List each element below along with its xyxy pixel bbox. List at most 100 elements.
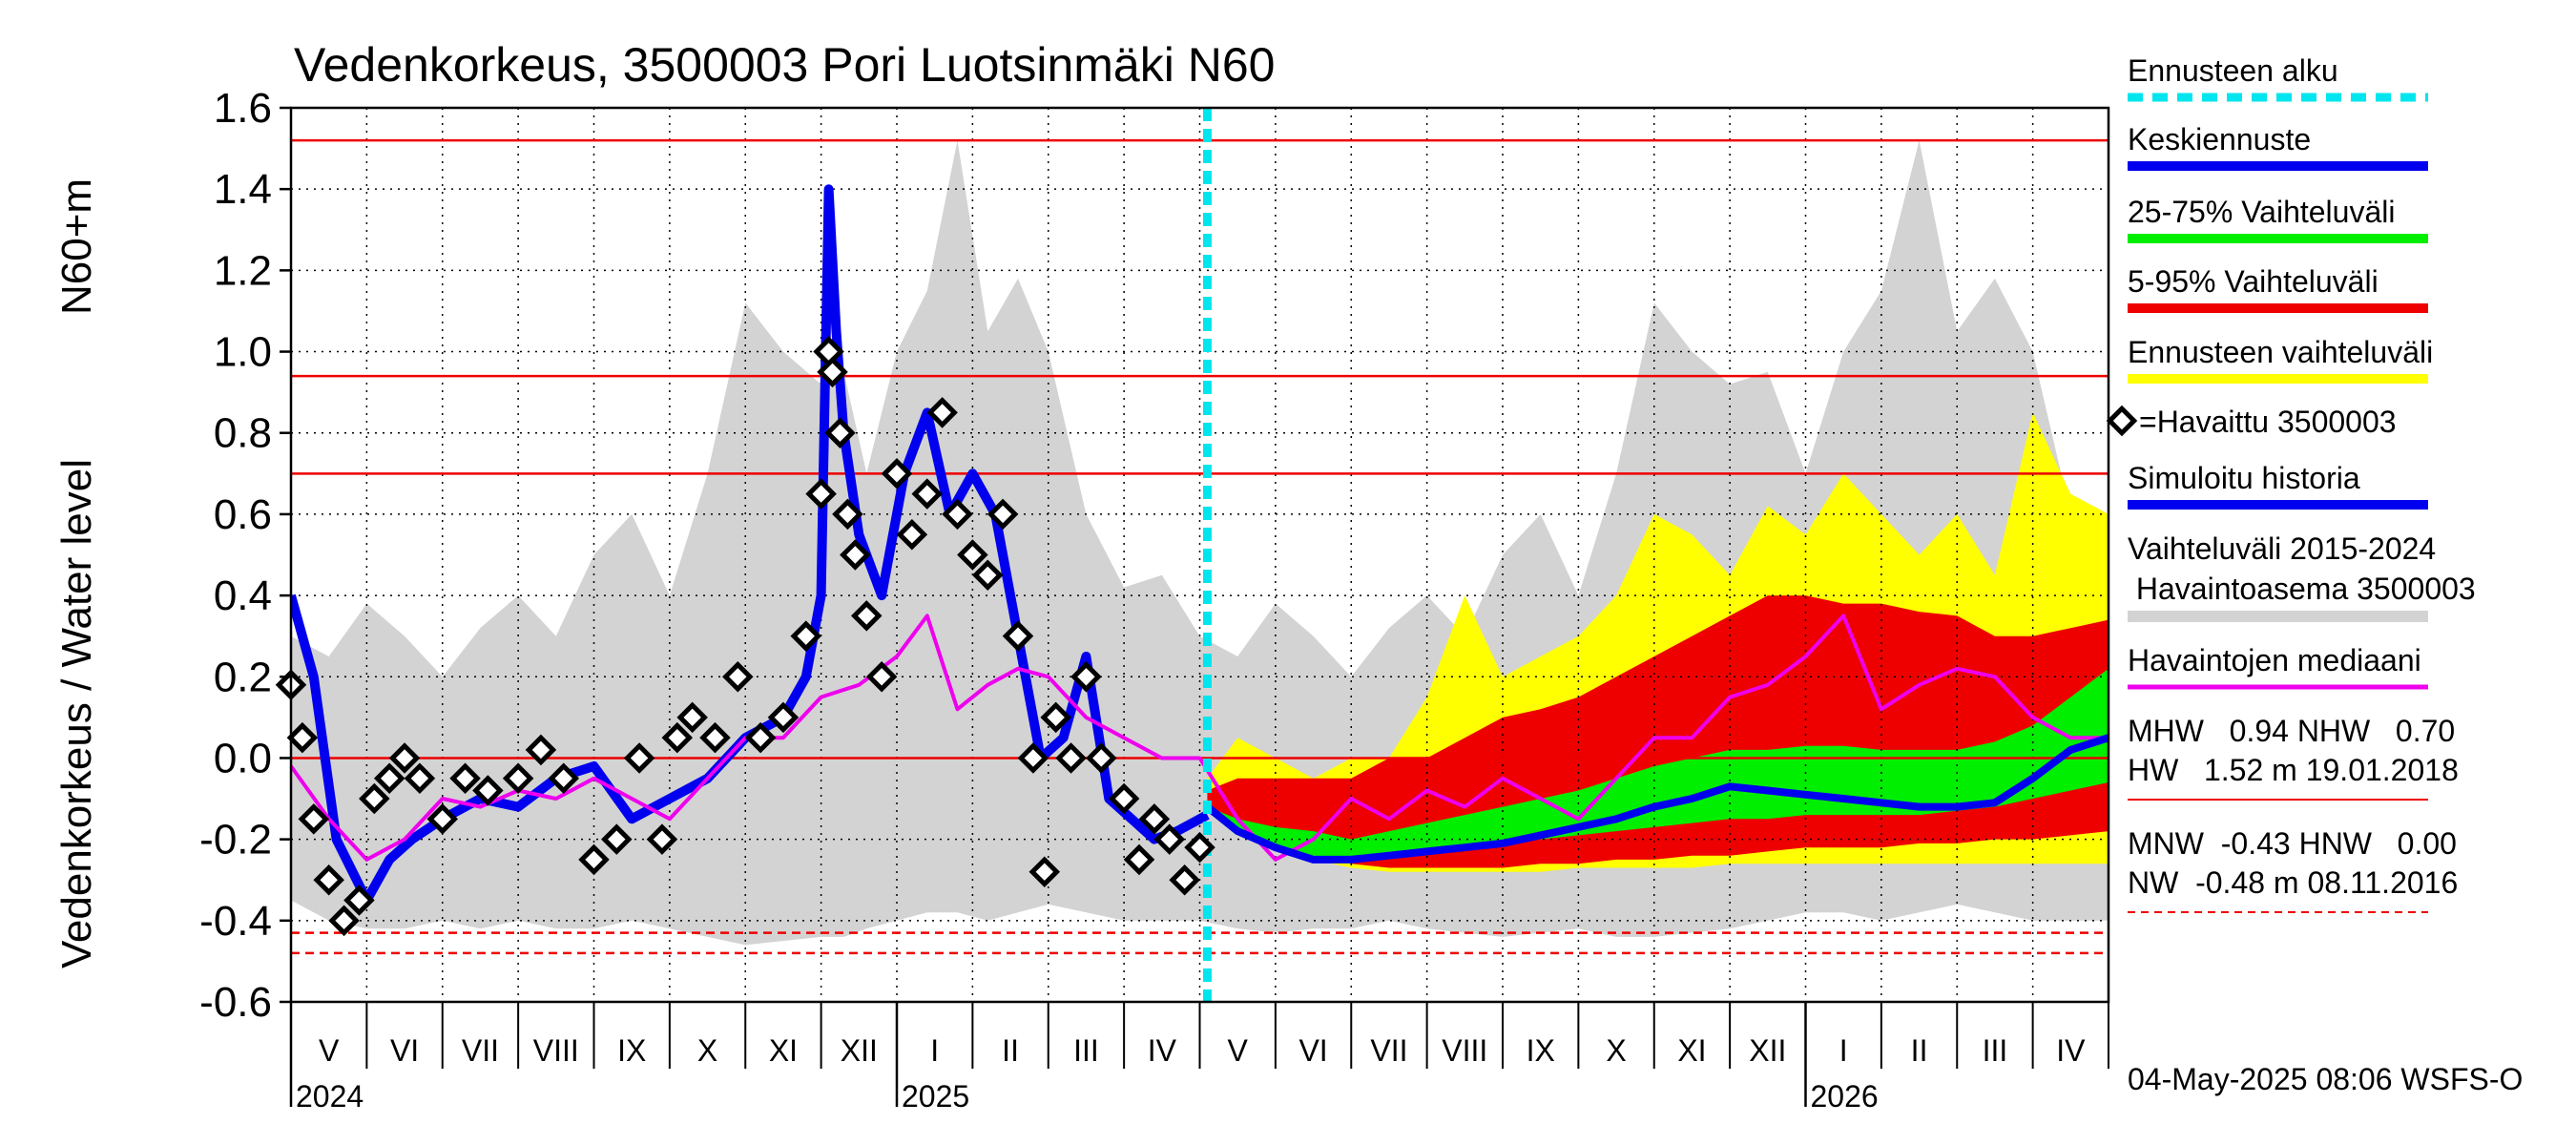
observed-point [1169,864,1200,896]
observed-point [661,721,694,754]
observed-point [1055,742,1087,774]
legend-label-mean-forecast: Keskiennuste [2128,122,2311,156]
month-label: X [1606,1033,1626,1068]
legend-label-forecast-start: Ennusteen alku [2128,53,2338,88]
observed-point [1086,742,1117,774]
observed-point [426,803,459,835]
legend-stats-mhw: MHW 0.94 NHW 0.70 [2128,714,2455,748]
year-label: 2026 [1811,1079,1879,1114]
y-tick-label: 0.0 [214,735,272,781]
observed-point [865,661,898,693]
reference-lines-layer [291,138,2109,955]
axes-layer: -0.6 -0.4 -0.2 0.0 0.2 0.4 0.6 0.8 1.0 1.2 1.4 1.6 V… [199,85,2109,1114]
observed-point [298,803,330,835]
band-25-75-area [1207,668,2109,860]
month-label: IX [1527,1033,1555,1068]
legend-label-median: Havaintojen mediaani [2128,643,2421,677]
month-label: V [319,1033,340,1068]
observed-point [373,762,405,795]
observed-point [525,734,557,766]
month-label: XII [1749,1033,1786,1068]
median-layer [291,614,2109,862]
legend-stats-hw: HW 1.52 m 19.01.2018 [2128,753,2459,787]
observed-point [1040,701,1071,734]
observed-point [881,458,913,489]
month-label: VI [1298,1033,1327,1068]
observed-point [676,701,708,734]
month-label: VII [462,1033,499,1068]
observed-point [472,775,504,806]
observed-point [699,721,731,754]
observed-point [767,701,800,734]
y-tick-label: 1.2 [214,247,272,294]
observed-point [313,864,344,896]
observed-point [942,498,973,531]
y-tick-label: 1.6 [214,85,272,132]
month-label: VI [390,1033,419,1068]
legend-label-observed: =Havaittu 3500003 [2139,405,2397,439]
observed-point [1017,742,1049,774]
legend-label-band-5-95: 5-95% Vaihteluväli [2128,264,2379,299]
legend-swatch-observed [2106,405,2138,437]
month-label: VIII [1442,1033,1487,1068]
y-axis-label: Vedenkorkeus / Water level [53,459,100,968]
observed-point [404,762,436,795]
observed-point [286,721,319,754]
observed-point [790,620,822,652]
y-tick-label: 0.2 [214,654,272,700]
median-line [291,614,2109,862]
observed-point [805,478,837,510]
legend-label-band-25-75: 25-75% Vaihteluväli [2128,195,2395,229]
observed-point [832,498,863,531]
observed-point [926,397,958,428]
observed-point [578,843,610,876]
observed-point [957,539,988,571]
y-tick-label: 0.4 [214,572,272,619]
month-label: XII [841,1033,878,1068]
observed-point [359,782,390,815]
observed-point [1070,661,1102,693]
observed-point [623,742,655,774]
month-label: I [930,1033,939,1068]
y-tick-label: -0.4 [199,898,272,945]
year-label: 2024 [296,1079,364,1114]
observed-point [744,721,777,754]
observed-point [896,518,928,551]
mean-forecast-line [1204,734,2109,864]
observed-point [722,661,754,693]
month-label: VII [1370,1033,1407,1068]
observed-point [388,742,421,774]
observed-point [1138,803,1171,835]
observed-point [911,478,944,510]
month-label: IV [1148,1033,1177,1068]
month-label: XI [1677,1033,1706,1068]
chart-title: Vedenkorkeus, 3500003 Pori Luotsinmäki N… [294,38,1275,92]
month-label: II [1002,1033,1019,1068]
observed-point [1184,831,1215,864]
y-tick-label: -0.2 [199,817,272,864]
y-tick-label: 1.4 [214,166,272,213]
y-tick-label: -0.6 [199,979,272,1026]
observed-point [987,498,1019,531]
observed-point [1153,823,1186,855]
observed-point [971,559,1004,592]
observed-point [449,762,481,795]
observed-point [1002,620,1034,652]
observed-point [548,762,580,795]
month-label: I [1839,1033,1848,1068]
observed-point [502,762,534,795]
observed-point [646,823,678,855]
observed-point [850,600,883,632]
observed-point [840,539,871,571]
month-label: II [1911,1033,1928,1068]
observed-point [813,336,844,367]
y-axis-unit-label: N60+m [53,178,100,315]
legend-label-forecast-range: Ennusteen vaihteluväli [2128,335,2433,369]
observed-point [343,885,375,916]
legend-label-simulated: Simuloitu historia [2128,461,2360,495]
legend-stats-nw: NW -0.48 m 08.11.2016 [2128,865,2458,900]
timestamp: 04-May-2025 08:06 WSFS-O [2128,1062,2523,1096]
month-label: V [1228,1033,1249,1068]
month-label: IV [2056,1033,2086,1068]
